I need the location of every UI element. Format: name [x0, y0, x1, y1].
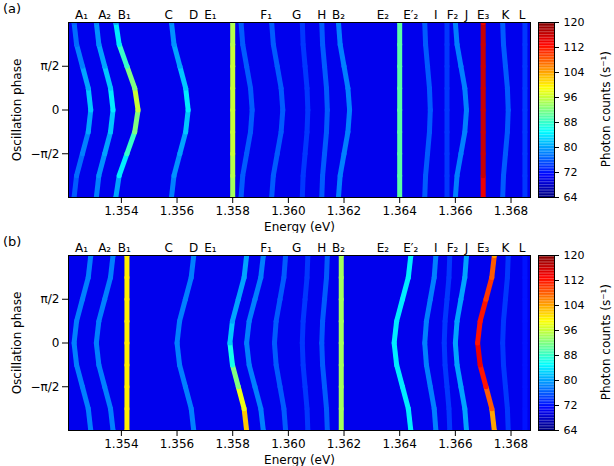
svg-text:A₂: A₂ — [98, 8, 111, 22]
svg-text:π/2: π/2 — [41, 292, 60, 306]
svg-text:1.356: 1.356 — [160, 437, 194, 451]
svg-text:72: 72 — [564, 399, 578, 412]
svg-text:104: 104 — [564, 299, 585, 312]
svg-text:112: 112 — [564, 274, 585, 287]
svg-text:F₂: F₂ — [447, 8, 459, 22]
svg-text:F₂: F₂ — [447, 241, 459, 255]
svg-text:Oscillation phase: Oscillation phase — [10, 292, 24, 395]
svg-text:L: L — [519, 8, 526, 22]
svg-text:112: 112 — [564, 41, 585, 54]
svg-text:F₁: F₁ — [260, 241, 272, 255]
svg-text:0: 0 — [52, 103, 60, 117]
svg-text:E₃: E₃ — [477, 241, 490, 255]
svg-text:A₁: A₁ — [75, 8, 88, 22]
svg-text:B₂: B₂ — [332, 8, 345, 22]
svg-text:A₁: A₁ — [75, 241, 88, 255]
svg-text:80: 80 — [564, 374, 578, 387]
svg-text:E₂: E₂ — [377, 8, 390, 22]
svg-text:C: C — [164, 241, 172, 255]
svg-text:F₁: F₁ — [260, 8, 272, 22]
html-text:(b): (b) — [3, 234, 22, 249]
svg-text:K: K — [502, 241, 511, 255]
svg-text:−π/2: −π/2 — [31, 147, 60, 161]
svg-text:1.368: 1.368 — [494, 437, 528, 451]
svg-text:1.358: 1.358 — [216, 204, 250, 218]
svg-text:H: H — [317, 8, 326, 22]
svg-text:88: 88 — [564, 116, 578, 129]
svg-text:1.360: 1.360 — [271, 437, 305, 451]
svg-text:0: 0 — [52, 336, 60, 350]
svg-text:88: 88 — [564, 349, 578, 362]
svg-text:1.366: 1.366 — [438, 204, 472, 218]
svg-text:E₂: E₂ — [377, 241, 390, 255]
svg-text:E₃: E₃ — [477, 8, 490, 22]
svg-text:1.358: 1.358 — [216, 437, 250, 451]
html-text:Photon counts (s⁻¹): Photon counts (s⁻¹) — [599, 284, 613, 401]
svg-text:1.364: 1.364 — [383, 437, 417, 451]
svg-text:1.354: 1.354 — [104, 204, 138, 218]
svg-text:E₁: E₁ — [204, 241, 217, 255]
svg-text:Energy (eV): Energy (eV) — [264, 220, 335, 234]
svg-text:B₁: B₁ — [118, 241, 131, 255]
svg-text:G: G — [292, 241, 301, 255]
svg-text:1.360: 1.360 — [271, 204, 305, 218]
html-text:Photon counts (s⁻¹): Photon counts (s⁻¹) — [599, 51, 613, 168]
svg-text:120: 120 — [564, 16, 585, 29]
svg-text:J: J — [464, 8, 469, 22]
html-text:(a): (a) — [3, 1, 22, 16]
svg-text:72: 72 — [564, 166, 578, 179]
svg-text:120: 120 — [564, 249, 585, 262]
svg-text:L: L — [519, 241, 526, 255]
svg-text:E′₂: E′₂ — [403, 241, 418, 255]
svg-text:Energy (eV): Energy (eV) — [264, 453, 335, 466]
svg-text:K: K — [502, 8, 511, 22]
svg-text:1.354: 1.354 — [104, 437, 138, 451]
svg-text:96: 96 — [564, 324, 578, 337]
svg-text:64: 64 — [564, 424, 578, 437]
svg-text:1.362: 1.362 — [327, 437, 361, 451]
svg-text:E′₂: E′₂ — [403, 8, 418, 22]
svg-text:π/2: π/2 — [41, 59, 60, 73]
svg-text:I: I — [434, 8, 438, 22]
svg-text:1.366: 1.366 — [438, 437, 472, 451]
svg-text:H: H — [317, 241, 326, 255]
svg-text:1.368: 1.368 — [494, 204, 528, 218]
svg-text:D: D — [189, 241, 198, 255]
svg-text:1.364: 1.364 — [383, 204, 417, 218]
svg-text:E₁: E₁ — [204, 8, 217, 22]
svg-text:A₂: A₂ — [98, 241, 111, 255]
svg-text:104: 104 — [564, 66, 585, 79]
svg-text:80: 80 — [564, 141, 578, 154]
svg-text:B₂: B₂ — [332, 241, 345, 255]
svg-text:−π/2: −π/2 — [31, 380, 60, 394]
svg-text:1.362: 1.362 — [327, 204, 361, 218]
svg-text:J: J — [464, 241, 469, 255]
svg-text:G: G — [292, 8, 301, 22]
svg-text:I: I — [434, 241, 438, 255]
svg-text:B₁: B₁ — [118, 8, 131, 22]
svg-text:1.356: 1.356 — [160, 204, 194, 218]
svg-text:Oscillation phase: Oscillation phase — [10, 59, 24, 162]
svg-text:C: C — [164, 8, 172, 22]
svg-text:D: D — [189, 8, 198, 22]
svg-text:64: 64 — [564, 191, 578, 204]
svg-text:96: 96 — [564, 91, 578, 104]
